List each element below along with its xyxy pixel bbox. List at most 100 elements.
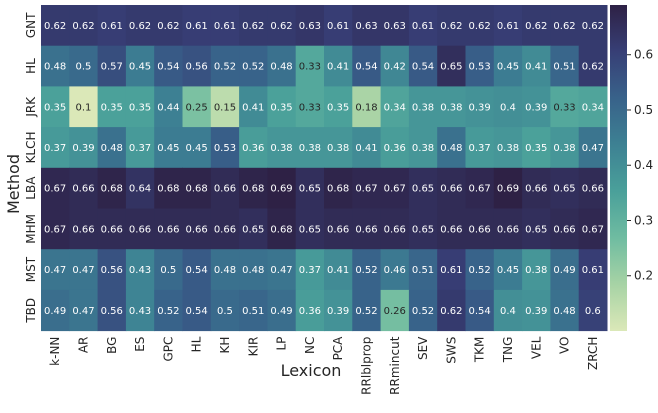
heatmap-cell	[408, 5, 438, 47]
y-tick-label: JRK	[24, 96, 38, 118]
cell-value-label: 0.63	[355, 21, 377, 32]
x-tick-label: TKM	[473, 337, 487, 364]
cell-value-label: 0.51	[412, 265, 434, 276]
heatmap-cell	[239, 45, 268, 87]
cell-value-label: 0.26	[384, 306, 406, 317]
heatmap-cell	[295, 86, 325, 128]
cell-value-label: 0.39	[525, 306, 547, 317]
heatmap-cell	[97, 289, 127, 332]
cell-value-label: 0.45	[157, 143, 179, 154]
heatmap-cell	[465, 167, 495, 209]
cell-value-label: 0.67	[469, 184, 491, 195]
cell-value-label: 0.48	[101, 143, 123, 154]
heatmap-cell	[578, 86, 608, 128]
heatmap-cell	[125, 249, 155, 291]
cell-value-label: 0.66	[186, 224, 208, 235]
heatmap-cell	[295, 249, 325, 291]
cell-value-label: 0.67	[582, 224, 604, 235]
heatmap-cell	[69, 127, 99, 169]
heatmap-cell	[437, 249, 466, 291]
x-tick-label: GPC	[161, 337, 175, 362]
heatmap-cell	[41, 127, 70, 169]
cell-value-label: 0.65	[299, 184, 321, 195]
cell-value-label: 0.48	[214, 265, 236, 276]
heatmap-cell	[578, 45, 608, 87]
colorbar	[610, 5, 627, 331]
cell-value-label: 0.44	[157, 102, 179, 113]
cell-value-label: 0.37	[299, 265, 321, 276]
x-tick-label: RRmincut	[388, 336, 402, 395]
heatmap-cell	[125, 289, 155, 332]
x-tick-label: NC	[303, 337, 317, 354]
cell-value-label: 0.49	[270, 306, 292, 317]
cell-value-label: 0.68	[270, 224, 292, 235]
heatmap-cell	[182, 86, 212, 128]
cell-value-label: 0.66	[355, 224, 377, 235]
heatmap-cell	[465, 249, 495, 291]
heatmap-cell	[125, 45, 155, 87]
heatmap-cell	[408, 167, 438, 209]
cell-value-label: 0.61	[327, 21, 349, 32]
heatmap-cell	[522, 249, 551, 291]
cell-value-label: 0.61	[440, 265, 462, 276]
cell-value-label: 0.62	[242, 21, 264, 32]
heatmap-cell	[408, 86, 438, 128]
x-tick-label: VO	[558, 337, 572, 354]
heatmap-cell	[154, 289, 183, 332]
cell-value-label: 0.61	[412, 21, 434, 32]
heatmap-cell	[324, 249, 353, 291]
colorbar-tick-label: 0.3	[634, 213, 653, 227]
cell-value-label: 0.68	[157, 184, 179, 195]
heatmap-cell	[154, 208, 183, 250]
heatmap-cell	[239, 249, 268, 291]
heatmap-cell	[210, 45, 240, 87]
heatmap-cell	[69, 208, 99, 250]
cell-value-label: 0.1	[75, 102, 91, 113]
cell-value-label: 0.49	[44, 306, 66, 317]
cell-value-label: 0.64	[129, 184, 151, 195]
heatmap-cell	[324, 5, 353, 47]
cell-value-label: 0.53	[214, 143, 236, 154]
x-tick-labels: k-NN AR BG ES GPC HL KH KIR LP NC PCA RRlblprop RRmi…	[48, 336, 600, 395]
heatmap-cell	[125, 208, 155, 250]
cell-value-label: 0.41	[327, 62, 349, 73]
cell-value-label: 0.18	[355, 102, 377, 113]
colorbar-tick-label: 0.2	[634, 269, 653, 283]
cell-value-label: 0.62	[72, 21, 94, 32]
cell-value-label: 0.65	[242, 224, 264, 235]
cell-value-label: 0.69	[270, 184, 292, 195]
heatmap-cell	[550, 249, 580, 291]
heatmap-cell	[408, 127, 438, 169]
heatmap-cell	[522, 86, 551, 128]
cell-value-label: 0.4	[500, 306, 516, 317]
cell-value-label: 0.56	[186, 62, 208, 73]
cell-value-label: 0.67	[355, 184, 377, 195]
heatmap-cell	[352, 249, 382, 291]
cell-value-label: 0.62	[469, 21, 491, 32]
heatmap-cell	[550, 45, 580, 87]
heatmap-cell	[578, 127, 608, 169]
cell-value-label: 0.5	[217, 306, 233, 317]
heatmap-cell	[69, 289, 99, 332]
cell-value-label: 0.47	[44, 265, 66, 276]
cell-value-label: 0.38	[553, 143, 575, 154]
heatmap-cell	[437, 289, 466, 332]
heatmap-cell	[550, 86, 580, 128]
cell-value-label: 0.53	[469, 62, 491, 73]
heatmap-cell	[239, 86, 268, 128]
heatmap-cell	[324, 167, 353, 209]
cell-value-label: 0.46	[384, 265, 406, 276]
cell-value-label: 0.61	[186, 21, 208, 32]
cell-value-label: 0.52	[355, 265, 377, 276]
heatmap-cell	[182, 127, 212, 169]
heatmap-cell	[239, 208, 268, 250]
colorbar-tick-label: 0.5	[634, 103, 653, 117]
heatmap-cell	[380, 289, 410, 332]
heatmap-cell	[522, 5, 551, 47]
cell-value-label: 0.6	[585, 306, 601, 317]
cell-value-label: 0.5	[75, 62, 91, 73]
cell-value-label: 0.38	[327, 143, 349, 154]
cell-value-label: 0.51	[242, 306, 264, 317]
heatmap-cell	[437, 167, 466, 209]
cell-value-label: 0.37	[44, 143, 66, 154]
